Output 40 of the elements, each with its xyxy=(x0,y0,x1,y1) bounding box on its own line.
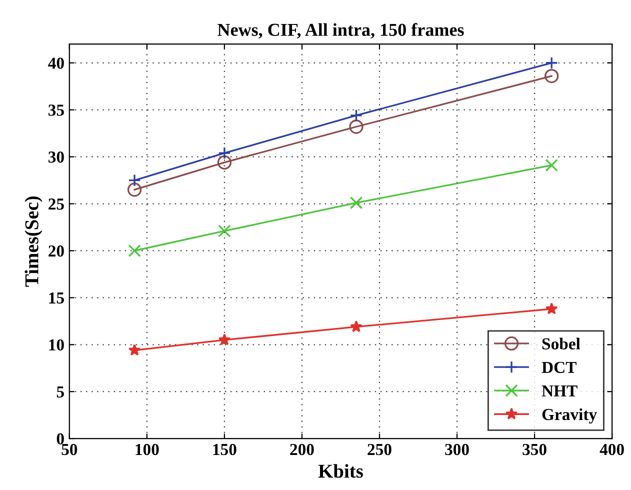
x-tick-label: 400 xyxy=(600,444,624,456)
point xyxy=(350,320,362,332)
y-tick-label: 0 xyxy=(56,433,64,444)
x-tick-label: 50 xyxy=(62,444,78,456)
point xyxy=(217,155,232,170)
y-tick-label: 40 xyxy=(48,58,64,69)
x-tick-label: 300 xyxy=(445,444,469,456)
point xyxy=(128,244,141,258)
y-axis-title: Times(Sec) xyxy=(24,196,42,287)
point xyxy=(128,174,141,187)
x-tick-label: 250 xyxy=(368,444,392,456)
x-tick-label: 150 xyxy=(213,444,236,456)
y-tick-label: 15 xyxy=(49,292,64,304)
y-tick-label: 35 xyxy=(48,104,64,116)
x-tick-label: 350 xyxy=(522,444,546,456)
point xyxy=(218,224,231,238)
y-tick-label: 30 xyxy=(48,152,64,163)
point xyxy=(350,109,363,122)
point xyxy=(128,344,141,356)
x-axis-title: Kbits xyxy=(318,464,363,478)
y-tick-label: 20 xyxy=(48,245,64,257)
point xyxy=(350,196,363,210)
legend-label: Sobel xyxy=(542,338,580,350)
x-tick-label: 200 xyxy=(290,444,314,456)
point xyxy=(218,334,231,346)
legend-label: DCT xyxy=(542,362,576,374)
chart-title: News, CIF, All intra, 150 frames xyxy=(218,23,464,39)
point xyxy=(545,302,558,314)
point xyxy=(349,120,364,134)
y-tick-label: 10 xyxy=(49,339,64,351)
point xyxy=(544,68,559,84)
legend-label: Gravity xyxy=(542,408,597,424)
y-tick-label: 25 xyxy=(48,198,64,210)
y-tick-label: 5 xyxy=(56,386,64,398)
point xyxy=(545,158,558,172)
legend-label: NHT xyxy=(542,385,578,396)
point xyxy=(218,146,231,160)
x-tick-label: 100 xyxy=(136,444,159,456)
point xyxy=(545,56,558,70)
point xyxy=(127,182,142,197)
